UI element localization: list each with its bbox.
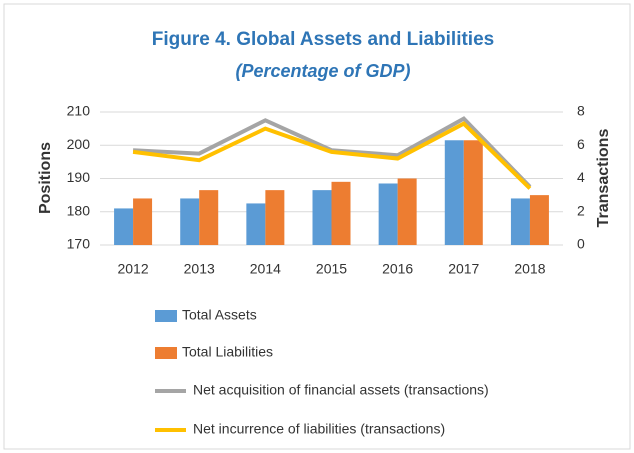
bar [463, 140, 483, 245]
line [132, 121, 532, 190]
x-tick-label: 2016 [382, 261, 413, 277]
bar [312, 190, 332, 245]
x-tick-label: 2014 [250, 261, 281, 277]
x-tick-label: 2012 [117, 261, 148, 277]
y-tick-label: 200 [67, 136, 91, 152]
y2-tick-label: 4 [577, 169, 585, 185]
legend-swatch [155, 347, 177, 359]
bar [331, 181, 351, 245]
bar [510, 198, 530, 245]
y2-axis-label: Transactions [595, 129, 612, 228]
legend-swatch [155, 310, 177, 322]
bar [444, 140, 464, 245]
y-axis-label: Positions [37, 142, 54, 214]
y2-tick-label: 0 [577, 236, 585, 252]
y-tick-label: 190 [67, 169, 91, 185]
x-tick-label: 2013 [184, 261, 215, 277]
y2-tick-label: 6 [577, 136, 585, 152]
x-tick-label: 2017 [448, 261, 479, 277]
x-tick-label: 2018 [514, 261, 545, 277]
y-tick-label: 170 [67, 236, 91, 252]
chart-subtitle: (Percentage of GDP) [235, 61, 410, 81]
bar [265, 190, 285, 245]
bar [529, 195, 549, 245]
bar [378, 183, 398, 245]
bar [246, 203, 266, 245]
chart-title: Figure 4. Global Assets and Liabilities [152, 29, 494, 50]
bar [114, 208, 134, 245]
bar [180, 198, 200, 245]
legend-label: Net acquisition of financial assets (tra… [193, 382, 489, 398]
legend-label: Total Liabilities [182, 344, 273, 360]
y-tick-label: 210 [67, 103, 91, 119]
bar [397, 178, 417, 245]
y2-tick-label: 2 [577, 202, 585, 218]
y-tick-label: 180 [67, 202, 91, 218]
x-tick-label: 2015 [316, 261, 347, 277]
bar [199, 190, 219, 245]
legend-label: Net incurrence of liabilities (transacti… [193, 421, 445, 437]
y2-tick-label: 8 [577, 103, 585, 119]
bar [133, 198, 153, 245]
legend-label: Total Assets [182, 307, 257, 323]
